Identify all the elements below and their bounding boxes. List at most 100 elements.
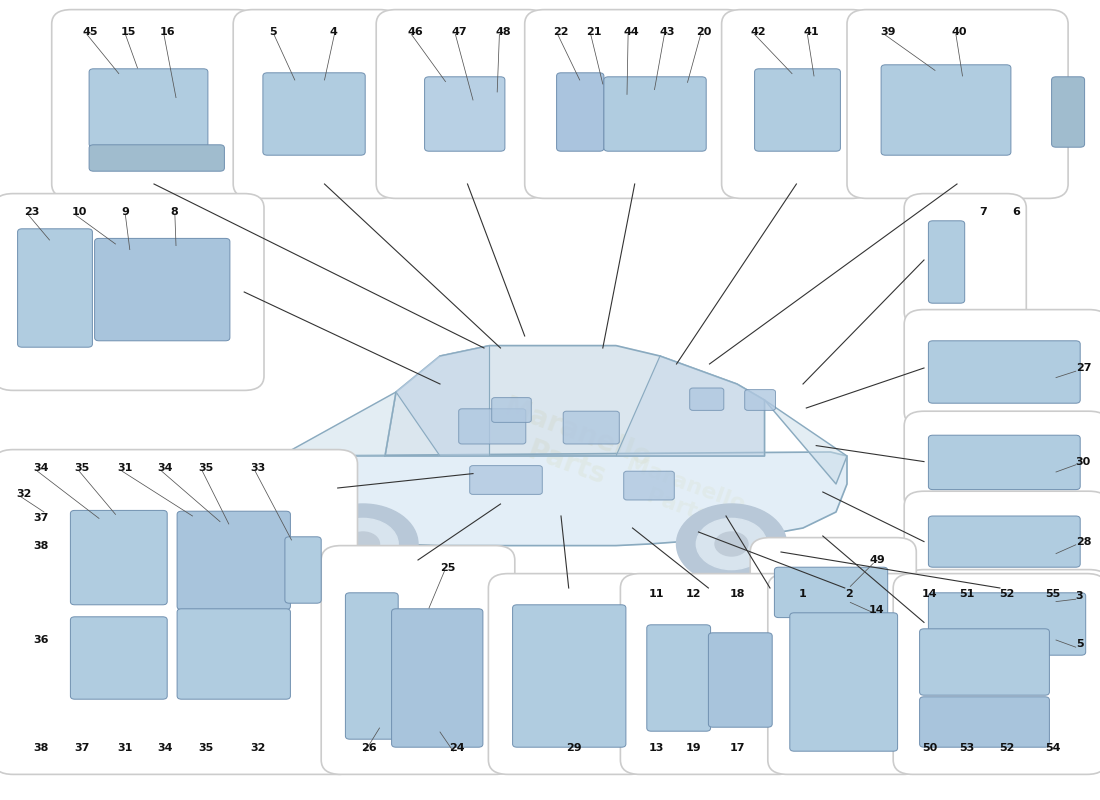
Text: 20: 20 bbox=[696, 27, 712, 37]
FancyBboxPatch shape bbox=[89, 69, 208, 147]
Text: 38: 38 bbox=[33, 743, 48, 753]
Text: 34: 34 bbox=[157, 743, 173, 753]
FancyBboxPatch shape bbox=[321, 546, 515, 774]
Text: 7: 7 bbox=[979, 207, 987, 217]
Polygon shape bbox=[396, 346, 490, 456]
FancyBboxPatch shape bbox=[95, 238, 230, 341]
FancyBboxPatch shape bbox=[624, 471, 674, 500]
Text: 24: 24 bbox=[449, 743, 464, 753]
FancyBboxPatch shape bbox=[904, 194, 1026, 326]
Text: 33: 33 bbox=[251, 463, 266, 473]
Text: 54: 54 bbox=[1045, 743, 1060, 753]
Text: 32: 32 bbox=[16, 489, 32, 498]
Text: 9: 9 bbox=[121, 207, 129, 217]
Polygon shape bbox=[764, 400, 847, 484]
Text: 48: 48 bbox=[495, 27, 510, 37]
Text: 41: 41 bbox=[803, 27, 818, 37]
Circle shape bbox=[676, 504, 786, 584]
FancyBboxPatch shape bbox=[745, 390, 776, 410]
FancyBboxPatch shape bbox=[708, 633, 772, 727]
Circle shape bbox=[346, 532, 380, 556]
FancyBboxPatch shape bbox=[847, 10, 1068, 198]
Text: 1: 1 bbox=[799, 589, 806, 598]
FancyBboxPatch shape bbox=[563, 411, 619, 444]
FancyBboxPatch shape bbox=[285, 537, 321, 603]
FancyBboxPatch shape bbox=[492, 398, 531, 422]
FancyBboxPatch shape bbox=[513, 605, 626, 747]
FancyBboxPatch shape bbox=[233, 10, 399, 198]
FancyBboxPatch shape bbox=[928, 435, 1080, 490]
Circle shape bbox=[715, 532, 748, 556]
Polygon shape bbox=[616, 356, 764, 456]
Text: 38: 38 bbox=[33, 541, 48, 550]
Text: 34: 34 bbox=[157, 463, 173, 473]
FancyBboxPatch shape bbox=[620, 574, 798, 774]
Text: 42: 42 bbox=[750, 27, 766, 37]
Polygon shape bbox=[385, 346, 764, 456]
Text: 2: 2 bbox=[845, 589, 853, 598]
FancyBboxPatch shape bbox=[0, 450, 358, 774]
Text: 12: 12 bbox=[685, 589, 701, 598]
FancyBboxPatch shape bbox=[470, 466, 542, 494]
Text: 37: 37 bbox=[75, 743, 90, 753]
Text: 10: 10 bbox=[72, 207, 87, 217]
FancyBboxPatch shape bbox=[928, 221, 965, 303]
Text: 45: 45 bbox=[82, 27, 98, 37]
Text: 52: 52 bbox=[999, 743, 1014, 753]
FancyBboxPatch shape bbox=[928, 516, 1080, 567]
Text: 25: 25 bbox=[440, 563, 455, 573]
FancyBboxPatch shape bbox=[425, 77, 505, 151]
FancyBboxPatch shape bbox=[525, 10, 746, 198]
FancyBboxPatch shape bbox=[1052, 77, 1085, 147]
FancyBboxPatch shape bbox=[604, 77, 706, 151]
FancyBboxPatch shape bbox=[774, 567, 888, 618]
FancyBboxPatch shape bbox=[928, 341, 1080, 403]
Polygon shape bbox=[280, 452, 847, 546]
FancyBboxPatch shape bbox=[904, 491, 1100, 592]
FancyBboxPatch shape bbox=[904, 310, 1100, 426]
Text: 14: 14 bbox=[922, 589, 937, 598]
Circle shape bbox=[308, 504, 418, 584]
Text: 22: 22 bbox=[553, 27, 569, 37]
FancyBboxPatch shape bbox=[893, 574, 1100, 774]
Text: 43: 43 bbox=[660, 27, 675, 37]
Text: 29: 29 bbox=[566, 743, 582, 753]
Text: 16: 16 bbox=[160, 27, 175, 37]
Text: 51: 51 bbox=[959, 589, 975, 598]
Text: 11: 11 bbox=[649, 589, 664, 598]
FancyBboxPatch shape bbox=[0, 194, 264, 390]
Text: 32: 32 bbox=[251, 743, 266, 753]
FancyBboxPatch shape bbox=[790, 613, 898, 751]
FancyBboxPatch shape bbox=[904, 570, 1100, 674]
FancyBboxPatch shape bbox=[904, 411, 1100, 512]
Text: 26: 26 bbox=[361, 743, 376, 753]
Text: 30: 30 bbox=[1076, 457, 1091, 466]
FancyBboxPatch shape bbox=[392, 609, 483, 747]
FancyBboxPatch shape bbox=[89, 145, 224, 171]
Text: 4: 4 bbox=[330, 27, 338, 37]
FancyBboxPatch shape bbox=[70, 510, 167, 605]
Circle shape bbox=[328, 518, 398, 570]
FancyBboxPatch shape bbox=[920, 629, 1049, 695]
Text: 28: 28 bbox=[1076, 537, 1091, 546]
Text: 3: 3 bbox=[1076, 591, 1084, 601]
Circle shape bbox=[696, 518, 767, 570]
FancyBboxPatch shape bbox=[881, 65, 1011, 155]
Text: 35: 35 bbox=[198, 743, 213, 753]
Text: 17: 17 bbox=[729, 743, 745, 753]
Text: 49: 49 bbox=[869, 555, 884, 565]
Text: 19: 19 bbox=[685, 743, 701, 753]
Text: 31: 31 bbox=[118, 743, 133, 753]
FancyBboxPatch shape bbox=[690, 388, 724, 410]
Text: 27: 27 bbox=[1076, 363, 1091, 373]
FancyBboxPatch shape bbox=[750, 538, 916, 638]
Text: 44: 44 bbox=[624, 27, 639, 37]
FancyBboxPatch shape bbox=[70, 617, 167, 699]
FancyBboxPatch shape bbox=[459, 409, 526, 444]
Text: 18: 18 bbox=[729, 589, 745, 598]
FancyBboxPatch shape bbox=[928, 593, 1086, 655]
Text: 31: 31 bbox=[118, 463, 133, 473]
Text: 50: 50 bbox=[922, 743, 937, 753]
Text: Maranello
Parts: Maranello Parts bbox=[488, 393, 656, 503]
FancyBboxPatch shape bbox=[177, 511, 290, 610]
